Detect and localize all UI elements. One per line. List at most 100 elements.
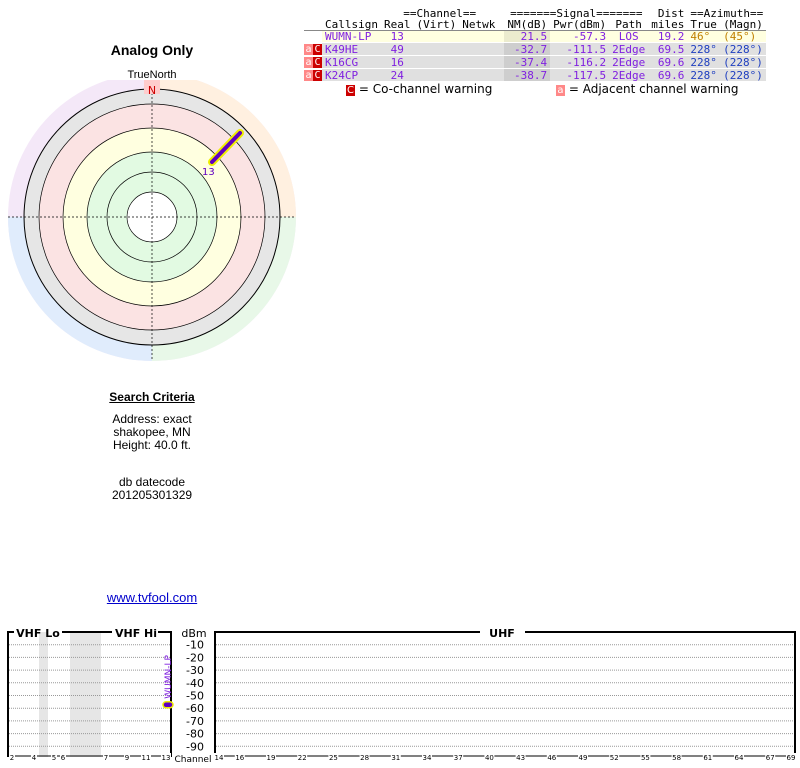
north-label: N [148,84,156,97]
virtual-channel [413,43,459,56]
callsign: K24CP [325,68,359,82]
distance: 69.6 [657,68,685,82]
callsign: K49HE [325,42,359,56]
distance: 69.5 [657,42,685,56]
vhf-channel-tick: 6 [61,754,66,762]
height-text: Height: 40.0 ft. [112,438,192,452]
azimuth-magnetic: (228°) [723,42,763,56]
vhf-channel-tick: 7 [104,754,108,762]
uhf-channel-tick: 22 [298,754,307,762]
callsign: K16CG [325,55,359,69]
dbm-tick: -70 [186,715,204,728]
uhf-channel-tick: 67 [766,754,775,762]
power: -57.3 [572,30,607,43]
virtual-channel [413,56,459,69]
column-header: NM(dB) [507,18,548,31]
uhf-channel-tick: 31 [391,754,400,762]
dbm-tick: -10 [186,639,204,652]
station-signal-marker [162,701,174,709]
uhf-channel-tick: 34 [423,754,432,762]
true-north-label: TrueNorth [127,69,177,81]
noise-margin: -32.7 [504,42,551,56]
table-row[interactable]: WUMN-LP 13 21.5 -57.3 LOS 19.2 46° (45°) [304,30,767,43]
channel-axis-label: Channel [175,755,212,765]
uhf-label: UHF [489,627,515,640]
db-label: db datecode [118,475,186,489]
power: -111.5 [566,42,607,56]
uhf-channel-tick: 40 [485,754,494,762]
co-channel-glyph: C [346,85,355,96]
dbm-tick: -20 [186,651,204,664]
virtual-channel [413,69,459,82]
noise-margin: -37.4 [504,55,551,69]
azimuth-magnetic: (45°) [723,30,757,43]
vhf-channel-tick: 5 [52,754,56,762]
azimuth-magnetic: (228°) [723,55,763,69]
uhf-channel-tick: 37 [454,754,463,762]
uhf-channel-tick: 19 [267,754,276,762]
virtual-channel [413,31,459,43]
column-header: Netwk [462,18,496,31]
column-header: Callsign [325,18,378,31]
db-value: 201205301329 [111,488,193,502]
real-channel: 24 [390,68,404,82]
vhf-channel-tick: 11 [142,754,151,762]
power: -116.2 [566,55,607,69]
callsign: WUMN-LP [325,30,372,43]
signal-group-header: =======Signal======= [510,7,643,20]
dbm-tick: -90 [186,740,204,753]
vhf-channel-tick: 13 [162,754,171,762]
column-header: Real [383,18,411,31]
dbm-tick: -40 [186,677,204,690]
uhf-channel-tick: 14 [215,754,224,762]
co-channel-legend: = Co-channel warning [358,82,493,96]
power: -117.5 [566,68,607,82]
distance: 19.2 [657,30,685,43]
path: 2Edge [612,42,646,56]
azimuth-true: 228° [690,55,717,69]
real-channel: 49 [390,42,404,56]
network [459,43,498,56]
real-channel: 16 [390,55,404,69]
uhf-channel-tick: 52 [610,754,619,762]
station-signal-label: WUMN-LP [164,655,174,699]
noise-margin: -38.7 [504,68,551,82]
uhf-channel-tick: 58 [672,754,681,762]
polar-plot: N 13 [8,80,296,361]
column-header: (Magn) [723,18,763,31]
address-text: Address: exact [112,412,192,426]
uhf-channel-tick: 49 [579,754,588,762]
adjacent-channel-glyph: a [556,85,565,96]
path: 2Edge [612,55,646,69]
warning-badge: a [304,70,313,81]
station-channel-label: 13 [202,167,215,178]
station-table: ==Channel== =======Signal======= Dist ==Azi… [304,7,767,82]
tvfool-link[interactable]: www.tvfool.com [106,590,198,605]
column-header: (Virt) [416,18,457,31]
vhf-channel-tick: 2 [10,754,14,762]
warning-badge: a [304,57,313,68]
spectrum-chart: -10-20-30-40-50-60-70-80-90 VHF Lo VHF Hi U… [7,627,796,765]
dbm-tick: -30 [186,664,204,677]
uhf-channel-tick: 64 [735,754,744,762]
uhf-channel-tick: 28 [360,754,369,762]
column-header: True [690,18,717,31]
warning-badge: C [313,70,322,81]
dbm-unit: dBm [181,627,206,640]
column-header: Path [615,18,642,31]
column-header: miles [651,18,685,31]
azimuth-true: 228° [690,42,717,56]
dbm-tick: -50 [186,690,204,703]
uhf-channel-tick: 61 [703,754,712,762]
network [459,56,498,69]
channel-group-header: ==Channel== [403,7,477,20]
azimuth-true: 46° [690,30,711,43]
network [459,31,498,43]
warning-badge: a [304,44,313,55]
network [459,69,498,82]
search-criteria-heading: Search Criteria [109,390,195,404]
vhf-lo-label: VHF Lo [16,627,60,640]
